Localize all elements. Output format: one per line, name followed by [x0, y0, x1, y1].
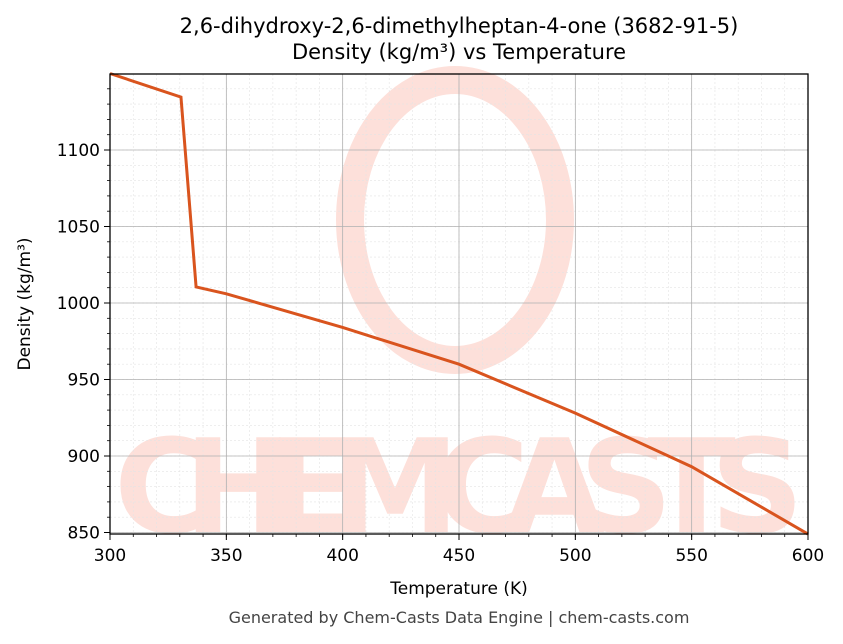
y-tick-label: 950	[68, 371, 100, 391]
x-tick-label: 350	[210, 546, 242, 566]
x-tick-label: 500	[559, 546, 591, 566]
x-tick-label: 400	[326, 546, 358, 566]
y-tick-label: 1100	[57, 141, 100, 161]
chart-title-line1: 2,6-dihydroxy-2,6-dimethylheptan-4-one (…	[179, 14, 739, 38]
y-tick-label: 1000	[57, 294, 100, 314]
y-tick-label: 900	[68, 447, 100, 467]
x-tick-label: 600	[792, 546, 824, 566]
x-tick-label: 450	[443, 546, 475, 566]
chart-title-line2: Density (kg/m³) vs Temperature	[291, 40, 627, 64]
x-axis-label: Temperature (K)	[389, 579, 528, 599]
y-tick-label: 1050	[57, 218, 100, 238]
x-tick-label: 550	[675, 546, 707, 566]
watermark-logo	[336, 66, 574, 374]
y-axis-label: Density (kg/m³)	[15, 237, 35, 370]
x-tick-label: 300	[94, 546, 126, 566]
density-line	[109, 72, 809, 536]
y-tick-label: 850	[68, 524, 100, 544]
footer-credit: Generated by Chem-Casts Data Engine | ch…	[228, 608, 690, 627]
